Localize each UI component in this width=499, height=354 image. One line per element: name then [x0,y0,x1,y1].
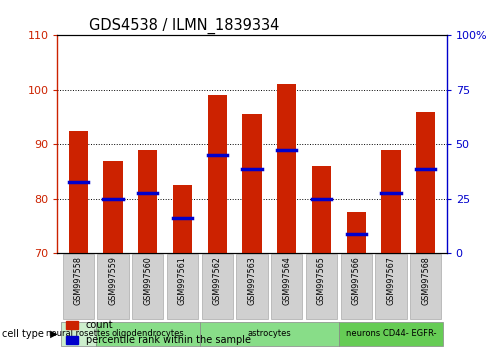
Bar [138,150,157,253]
Text: oligodendrocytes: oligodendrocytes [111,329,184,338]
Bar [173,185,192,253]
Text: GSM997558: GSM997558 [74,256,83,305]
Text: GSM997565: GSM997565 [317,256,326,305]
FancyBboxPatch shape [339,322,443,346]
Text: GSM997568: GSM997568 [421,256,430,304]
FancyBboxPatch shape [341,255,372,319]
FancyBboxPatch shape [167,255,198,319]
FancyBboxPatch shape [132,255,163,319]
Text: GSM997566: GSM997566 [352,256,361,304]
Text: GSM997559: GSM997559 [108,256,117,305]
Text: cell type  ▶: cell type ▶ [2,329,58,339]
FancyBboxPatch shape [410,255,442,319]
Text: GSM997563: GSM997563 [248,256,256,304]
Text: neurons CD44- EGFR-: neurons CD44- EGFR- [346,329,436,338]
Text: GSM997560: GSM997560 [143,256,152,304]
Text: astrocytes: astrocytes [248,329,291,338]
FancyBboxPatch shape [271,255,302,319]
Bar [277,84,296,253]
FancyBboxPatch shape [200,322,339,346]
FancyBboxPatch shape [96,322,200,346]
FancyBboxPatch shape [375,255,407,319]
Text: GSM997567: GSM997567 [387,256,396,305]
Legend: count, percentile rank within the sample: count, percentile rank within the sample [62,316,254,349]
FancyBboxPatch shape [237,255,267,319]
FancyBboxPatch shape [202,255,233,319]
FancyBboxPatch shape [61,322,96,346]
Bar [69,131,88,253]
FancyBboxPatch shape [97,255,129,319]
Bar [103,161,123,253]
Bar [208,95,227,253]
Bar [381,150,401,253]
Text: GDS4538 / ILMN_1839334: GDS4538 / ILMN_1839334 [88,18,279,34]
Text: GSM997561: GSM997561 [178,256,187,304]
Bar [312,166,331,253]
Text: GSM997564: GSM997564 [282,256,291,304]
Text: neural rosettes: neural rosettes [46,329,110,338]
Bar [416,112,435,253]
FancyBboxPatch shape [306,255,337,319]
Bar [243,114,261,253]
Bar [347,212,366,253]
FancyBboxPatch shape [62,255,94,319]
Text: GSM997562: GSM997562 [213,256,222,305]
